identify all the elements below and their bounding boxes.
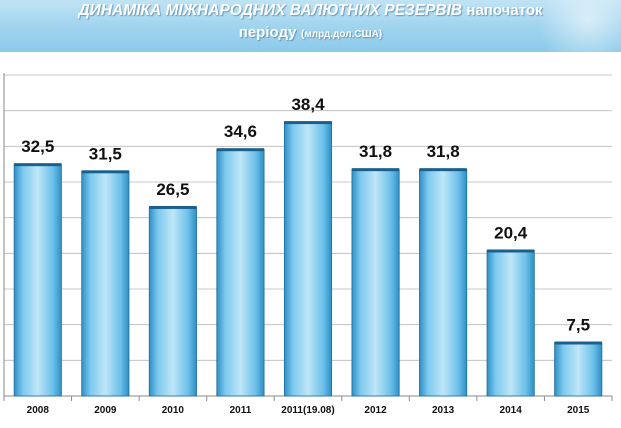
bar-2008 xyxy=(13,163,62,397)
value-labels: 32,5 31,5 26,5 34,6 38,4 31,8 31,8 20,4 7,5 xyxy=(21,95,590,334)
chart-title: ДИНАМІКА МІЖНАРОДНИХ ВАЛЮТНИХ РЕЗЕРВІВ н… xyxy=(0,2,621,20)
bar-cap xyxy=(554,341,602,345)
value-label: 38,4 xyxy=(291,95,325,114)
banner-decoration xyxy=(511,0,621,52)
x-tick-label: 2014 xyxy=(500,405,523,416)
bar-2015 xyxy=(554,342,603,397)
value-label: 32,5 xyxy=(21,137,54,156)
value-label: 26,5 xyxy=(156,180,189,199)
x-tick-label: 2011(19.08) xyxy=(281,405,334,416)
bar-cap xyxy=(14,163,62,167)
x-tick-label: 2009 xyxy=(94,405,117,416)
bar-cap xyxy=(216,148,265,152)
value-label: 31,5 xyxy=(89,144,122,163)
chart-unit-label: (млрд.дол.США) xyxy=(300,29,383,40)
bar-2011(19.08) xyxy=(283,121,333,397)
bar-2014 xyxy=(486,250,535,397)
bar-2011 xyxy=(216,148,265,397)
chart-subtitle: періоду (млрд.дол.США) xyxy=(0,24,621,42)
x-tick-label: 2008 xyxy=(27,405,50,416)
chart-title-main: ДИНАМІКА МІЖНАРОДНИХ ВАЛЮТНИХ РЕЗЕРВІВ xyxy=(78,2,463,19)
value-label: 31,8 xyxy=(359,142,392,161)
bars xyxy=(13,121,603,397)
bar-cap xyxy=(419,168,467,172)
bar-2009 xyxy=(81,170,130,397)
value-label: 20,4 xyxy=(494,223,528,242)
x-tick-label: 2013 xyxy=(432,405,455,416)
bar-2013 xyxy=(419,168,468,397)
x-tick-label: 2010 xyxy=(162,405,185,416)
x-tick-label: 2012 xyxy=(364,405,387,416)
bar-cap xyxy=(284,121,332,125)
bar-2010 xyxy=(148,206,197,397)
value-label: 34,6 xyxy=(224,122,257,141)
chart-title-tail: напочаток xyxy=(466,2,543,19)
x-axis-labels: 2008 2009 2010 2011 2011(19.08) 2012 2013 2014 2… xyxy=(27,405,590,416)
bar-cap xyxy=(351,168,400,172)
chart-title-banner: ДИНАМІКА МІЖНАРОДНИХ ВАЛЮТНИХ РЕЗЕРВІВ н… xyxy=(0,0,621,52)
bar-cap xyxy=(487,249,535,253)
bar-cap xyxy=(81,170,129,174)
bar-cap xyxy=(149,205,197,209)
x-tick-label: 2015 xyxy=(567,405,590,416)
bar-2012 xyxy=(351,168,400,397)
x-tick-label: 2011 xyxy=(230,405,252,416)
x-axis-ticks xyxy=(3,396,613,401)
value-label: 7,5 xyxy=(566,316,590,335)
value-label: 31,8 xyxy=(427,142,460,161)
chart-title-period: періоду xyxy=(238,24,297,41)
